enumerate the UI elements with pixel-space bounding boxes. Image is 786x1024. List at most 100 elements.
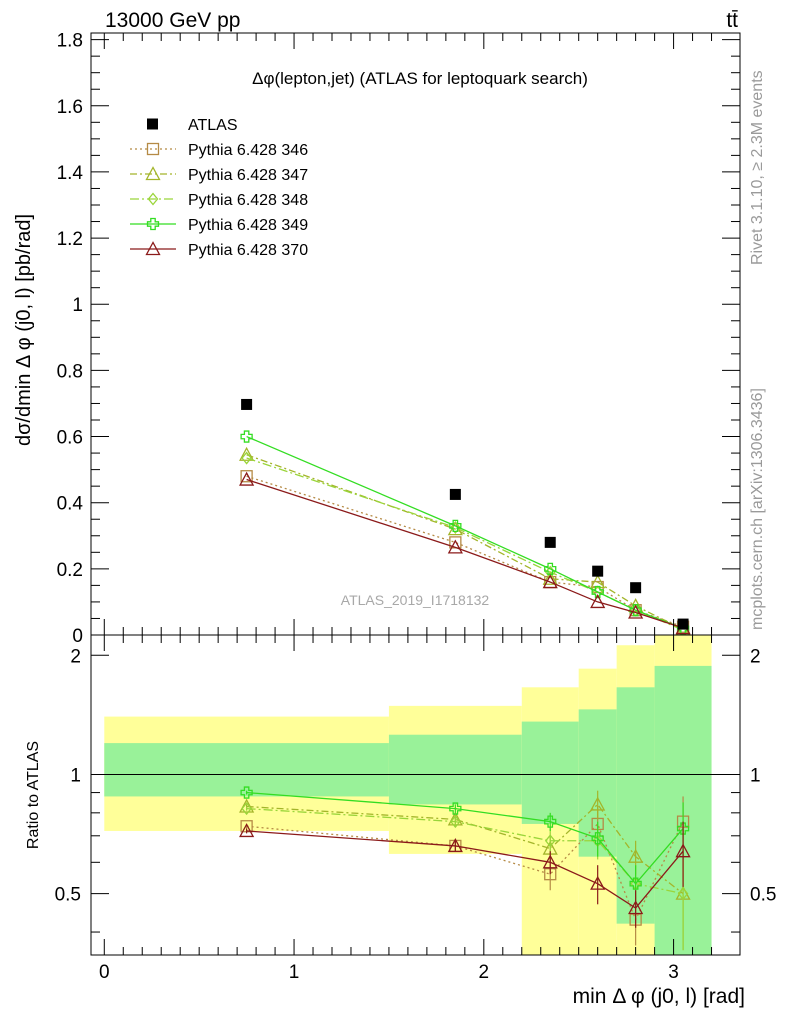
series-point-3 [591,585,604,599]
series-point-1 [542,570,558,585]
y-tick-label: 1 [72,295,83,316]
series-line-0 [246,475,684,628]
ratio-point-2 [241,802,252,816]
legend-marker-0 [146,142,160,156]
energy-label: 13000 GeV pp [105,9,240,32]
series-point-4 [239,471,255,486]
series-point-4 [590,594,606,609]
legend-label-4: Pythia 6.428 370 [188,242,308,259]
legend-label-2: Pythia 6.428 348 [188,192,308,209]
y-tick-label: 1.2 [57,229,83,250]
ratio-point-3 [240,786,253,799]
legend-atlas-marker [147,118,158,130]
series-line-3 [246,435,684,629]
y-axis-label-ratio: Ratio to ATLAS [25,741,42,849]
ratio-point-2 [450,815,461,829]
ratio-y-tick-label-right: 1 [750,765,761,786]
ratio-point-3 [629,877,642,890]
ratio-point-1 [628,848,644,863]
ratio-point-4 [239,823,255,838]
ratio-y-tick-label: 2 [70,646,81,667]
series-point-3 [544,562,557,575]
legend-atlas-label: ATLAS [188,117,238,134]
y-tick-label: 1.6 [57,97,83,118]
y-tick-label: 1.8 [57,31,83,52]
y-tick-label: 1.4 [57,163,84,184]
ratio-point-3 [591,832,604,845]
ratio-line-4 [246,830,684,909]
ratio-point-4 [542,854,558,869]
series-point-2 [241,451,252,465]
ratio-line-2 [246,807,684,895]
series-point-0 [240,470,253,483]
atlas-data-point [544,536,556,548]
series-point-1 [628,598,644,613]
series-point-1 [239,446,255,461]
legend-label-1: Pythia 6.428 347 [188,167,308,184]
main-series-layer [239,398,691,635]
x-tick-label: 2 [479,962,490,983]
ratio-frame [90,634,741,956]
ratio-line-1 [246,803,684,895]
ratio-point-2 [677,887,689,901]
ratio-point-2 [544,834,556,848]
ratio-point-3 [676,822,690,835]
ratio-point-3 [449,802,462,815]
process-label: tt̄ [726,9,738,32]
ratio-point-1 [590,796,606,811]
atlas-data-point [449,488,461,500]
ratio-y-tick-label: 0.5 [55,885,81,906]
x-tick-label: 1 [289,962,300,983]
ratio-y-tick-label: 1 [70,765,81,786]
x-axis-label: min Δ φ (j0, l) [rad] [573,985,745,1008]
y-tick-label: 0.2 [57,560,83,581]
series-point-4 [542,574,558,589]
band-green-bin [104,743,389,797]
series-point-1 [590,574,606,589]
source-label: mcplots.cern.ch [arXiv:1306.3436] [749,388,766,630]
series-point-2 [450,520,461,535]
band-green-bin [388,734,522,805]
legend-marker-1 [145,166,161,181]
ratio-point-1 [239,798,255,813]
series-point-3 [449,519,462,532]
x-tick-label: 3 [668,962,679,983]
band-green-bin [521,721,579,824]
analysis-tag: ATLAS_2019_I1718132 [341,592,490,608]
ratio-point-4 [675,843,691,858]
legend-marker-3 [146,217,160,231]
atlas-data-point [592,565,604,577]
ratio-point-4 [628,900,644,915]
x-tick-label: 0 [99,962,110,983]
y-tick-label: 0.6 [57,428,83,449]
legend: ATLAS Pythia 6.428 346 Pythia 6.428 347 Pyt… [130,117,308,259]
y-axis-label-main: dσ/dmin Δ φ (j0, l) [pb/rad] [13,214,35,446]
y-tick-label: 0.8 [57,361,83,382]
series-point-3 [629,604,642,617]
ratio-bands [91,635,740,955]
rivet-label: Rivet 3.1.10, ≥ 2.3M events [749,70,766,265]
atlas-data-point [677,618,689,630]
y-tick-label: 0 [72,626,83,647]
main-title: Δφ(lepton,jet) (ATLAS for leptoquark sea… [252,69,588,88]
ratio-series-layer [239,786,691,951]
legend-marker-2 [147,192,159,206]
series-point-4 [628,604,644,619]
legend-label-0: Pythia 6.428 346 [188,142,308,159]
series-line-4 [246,478,684,629]
ratio-point-4 [590,875,606,890]
series-point-4 [447,539,463,554]
ratio-y-tick-label-right: 0.5 [750,885,776,906]
ratio-point-3 [544,815,557,828]
y-tick-label: 0.4 [57,494,84,515]
series-point-3 [240,430,253,443]
ratio-point-4 [447,838,463,853]
ratio-line-3 [246,791,684,885]
legend-label-3: Pythia 6.428 349 [188,217,308,234]
ratio-y-tick-label-right: 2 [750,646,761,667]
legend-marker-4 [145,241,161,256]
atlas-data-point [241,398,253,410]
series-line-1 [246,454,684,630]
atlas-data-point [630,582,642,594]
